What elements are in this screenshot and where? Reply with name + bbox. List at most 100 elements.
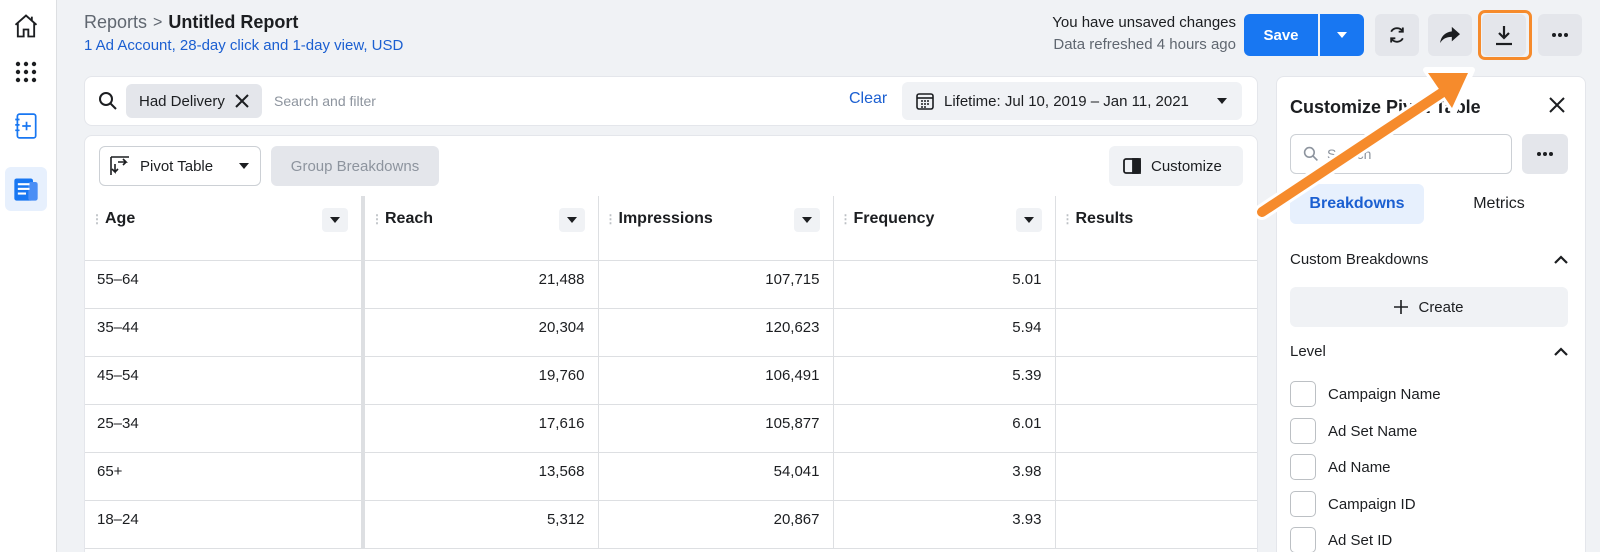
refresh-button[interactable] (1375, 14, 1419, 56)
column-header-reach[interactable]: ⋮ Reach (363, 196, 599, 261)
nav-apps[interactable] (5, 50, 47, 94)
date-range-picker[interactable]: Lifetime: Jul 10, 2019 – Jan 11, 2021 (902, 82, 1242, 120)
drag-handle-icon[interactable]: ⋮ (839, 212, 852, 226)
tab-breakdowns[interactable]: Breakdowns (1290, 184, 1424, 224)
close-icon (1549, 97, 1565, 113)
side-search-input[interactable] (1327, 146, 1497, 162)
column-menu-button[interactable] (1015, 208, 1042, 232)
nav-add-report[interactable] (5, 104, 47, 148)
drag-handle-icon[interactable]: ⋮ (91, 212, 103, 226)
report-panel: Pivot Table Group Breakdowns Customize ⋮… (84, 135, 1258, 552)
drag-handle-icon[interactable]: ⋮ (371, 212, 383, 226)
view-type-label: Pivot Table (140, 157, 214, 175)
cell-age: 35–44 (85, 308, 365, 357)
column-menu-button[interactable] (793, 208, 820, 232)
cell-reach: 17,616 (363, 404, 599, 453)
level-section-header[interactable]: Level (1290, 343, 1568, 360)
share-button[interactable] (1428, 14, 1472, 56)
side-panel-title: Customize Pivot Table (1290, 97, 1481, 117)
caret-down-icon (1023, 217, 1034, 223)
cell-age: 65+ (85, 452, 365, 501)
column-header-frequency[interactable]: ⋮ Frequency (833, 196, 1056, 261)
filter-chip[interactable]: Had Delivery (126, 84, 262, 118)
customize-label: Customize (1151, 157, 1222, 175)
view-type-dropdown[interactable]: Pivot Table (99, 146, 261, 186)
cell-frequency: 3.98 (833, 452, 1056, 501)
table-row: 18–24 5,312 20,867 3.93 (85, 500, 1257, 549)
side-search-box[interactable] (1290, 134, 1512, 174)
level-option-ad-name[interactable]: Ad Name (1290, 454, 1391, 480)
left-nav-rail (0, 0, 57, 552)
tab-metrics[interactable]: Metrics (1473, 195, 1525, 212)
cell-age: 18–24 (85, 500, 365, 549)
side-more-button[interactable] (1522, 134, 1568, 174)
group-breakdowns-button[interactable]: Group Breakdowns (271, 146, 439, 186)
cell-results (1055, 260, 1257, 309)
close-icon[interactable] (235, 94, 249, 108)
breadcrumb-reports-link[interactable]: Reports (84, 12, 148, 32)
cell-frequency: 5.39 (833, 356, 1056, 405)
caret-down-icon (566, 217, 577, 223)
cell-impressions: 106,491 (598, 356, 834, 405)
table-row: 65+ 13,568 54,041 3.98 (85, 452, 1257, 501)
search-filter-input[interactable] (274, 85, 754, 117)
nav-home[interactable] (5, 4, 47, 48)
cell-results (1055, 356, 1257, 405)
level-option-campaign-name[interactable]: Campaign Name (1290, 381, 1441, 407)
caret-down-icon (801, 217, 812, 223)
nav-reports[interactable] (5, 167, 47, 211)
cell-impressions: 105,877 (598, 404, 834, 453)
share-icon (1440, 26, 1460, 44)
close-panel-button[interactable] (1549, 97, 1565, 117)
customize-button[interactable]: Customize (1109, 146, 1243, 186)
level-label: Level (1290, 343, 1326, 360)
table-row: 45–54 19,760 106,491 5.39 (85, 356, 1257, 405)
more-icon (1537, 152, 1553, 156)
page-title[interactable]: Untitled Report (168, 12, 299, 32)
column-header-results[interactable]: ⋮ Results (1055, 196, 1257, 261)
cell-results (1055, 308, 1257, 357)
level-option-ad-set-id[interactable]: Ad Set ID (1290, 527, 1392, 552)
customize-side-panel: Customize Pivot Table Breakdowns Metrics… (1276, 76, 1586, 552)
cell-reach: 20,304 (363, 308, 599, 357)
column-menu-button[interactable] (322, 208, 348, 232)
breadcrumb-separator: > (153, 13, 163, 31)
checkbox[interactable] (1290, 418, 1316, 444)
checkbox[interactable] (1290, 454, 1316, 480)
chevron-up-icon (1554, 347, 1568, 356)
pivot-table-icon (110, 156, 129, 175)
cell-impressions: 20,867 (598, 500, 834, 549)
report-settings-link[interactable]: 1 Ad Account, 28-day click and 1-day vie… (84, 37, 404, 54)
column-header-age[interactable]: ⋮ Age (85, 196, 365, 261)
custom-breakdowns-section-header[interactable]: Custom Breakdowns (1290, 251, 1568, 268)
filter-bar: Had Delivery Clear Lifetime: Jul 10, 201… (84, 76, 1258, 126)
column-menu-button[interactable] (558, 208, 585, 232)
checkbox[interactable] (1290, 491, 1316, 517)
unsaved-changes-text: You have unsaved changes (1052, 14, 1236, 31)
level-option-ad-set-name[interactable]: Ad Set Name (1290, 418, 1417, 444)
create-breakdown-button[interactable]: Create (1290, 287, 1568, 327)
caret-down-icon (1337, 32, 1347, 38)
cell-frequency: 5.01 (833, 260, 1056, 309)
clear-filters-link[interactable]: Clear (849, 90, 888, 107)
column-header-impressions[interactable]: ⋮ Impressions (598, 196, 834, 261)
drag-handle-icon[interactable]: ⋮ (1061, 212, 1074, 226)
save-button[interactable]: Save (1244, 14, 1318, 56)
checkbox[interactable] (1290, 527, 1316, 552)
save-options-button[interactable] (1320, 14, 1364, 56)
more-options-button[interactable] (1538, 14, 1582, 56)
date-range-label: Lifetime: Jul 10, 2019 – Jan 11, 2021 (944, 92, 1189, 110)
cell-results (1055, 404, 1257, 453)
panel-toggle-icon (1123, 158, 1141, 174)
export-button[interactable] (1482, 14, 1526, 56)
cell-age: 45–54 (85, 356, 365, 405)
checkbox[interactable] (1290, 381, 1316, 407)
drag-handle-icon[interactable]: ⋮ (604, 212, 617, 226)
cell-reach: 13,568 (363, 452, 599, 501)
table-header-row: ⋮ Age ⋮ Reach ⋮ Impressions ⋮ Frequency ⋮ Res… (85, 196, 1257, 261)
table-row: 25–34 17,616 105,877 6.01 (85, 404, 1257, 453)
cell-impressions: 120,623 (598, 308, 834, 357)
cell-frequency: 3.93 (833, 500, 1056, 549)
custom-breakdowns-label: Custom Breakdowns (1290, 251, 1429, 268)
level-option-campaign-id[interactable]: Campaign ID (1290, 491, 1416, 517)
